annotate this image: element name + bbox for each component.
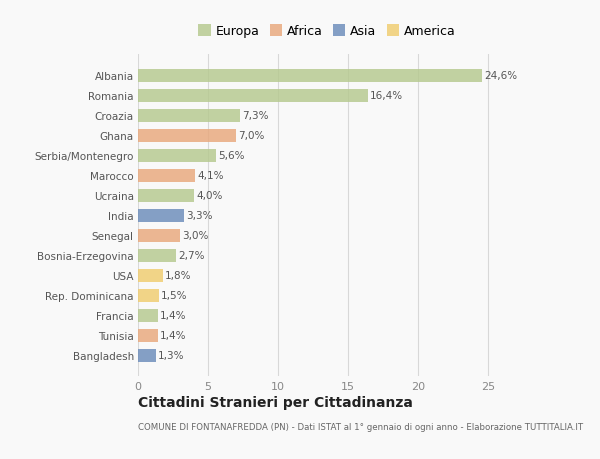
Text: 1,4%: 1,4% [160, 330, 186, 340]
Text: 1,8%: 1,8% [166, 270, 192, 280]
Bar [138, 110, 240, 123]
Text: 2,7%: 2,7% [178, 251, 205, 261]
Bar [138, 289, 159, 302]
Bar [138, 209, 184, 222]
Text: 16,4%: 16,4% [370, 91, 403, 101]
Text: 1,5%: 1,5% [161, 291, 188, 301]
Bar [138, 70, 482, 83]
Bar [138, 249, 176, 262]
Text: Cittadini Stranieri per Cittadinanza: Cittadini Stranieri per Cittadinanza [138, 395, 413, 409]
Bar [138, 309, 158, 322]
Legend: Europa, Africa, Asia, America: Europa, Africa, Asia, America [196, 23, 458, 41]
Bar [138, 229, 180, 242]
Text: 3,3%: 3,3% [187, 211, 213, 221]
Text: 1,4%: 1,4% [160, 310, 186, 320]
Text: 4,0%: 4,0% [196, 191, 223, 201]
Text: 1,3%: 1,3% [158, 350, 185, 360]
Bar [138, 189, 194, 202]
Text: 7,3%: 7,3% [242, 111, 269, 121]
Text: 3,0%: 3,0% [182, 231, 208, 241]
Bar [138, 269, 163, 282]
Bar [138, 329, 158, 342]
Text: COMUNE DI FONTANAFREDDA (PN) - Dati ISTAT al 1° gennaio di ogni anno - Elaborazi: COMUNE DI FONTANAFREDDA (PN) - Dati ISTA… [138, 422, 583, 431]
Bar [138, 150, 217, 162]
Bar [138, 129, 236, 142]
Text: 4,1%: 4,1% [197, 171, 224, 181]
Text: 5,6%: 5,6% [218, 151, 245, 161]
Bar [138, 90, 368, 102]
Bar [138, 349, 156, 362]
Text: 24,6%: 24,6% [485, 71, 518, 81]
Text: 7,0%: 7,0% [238, 131, 265, 141]
Bar [138, 169, 196, 182]
